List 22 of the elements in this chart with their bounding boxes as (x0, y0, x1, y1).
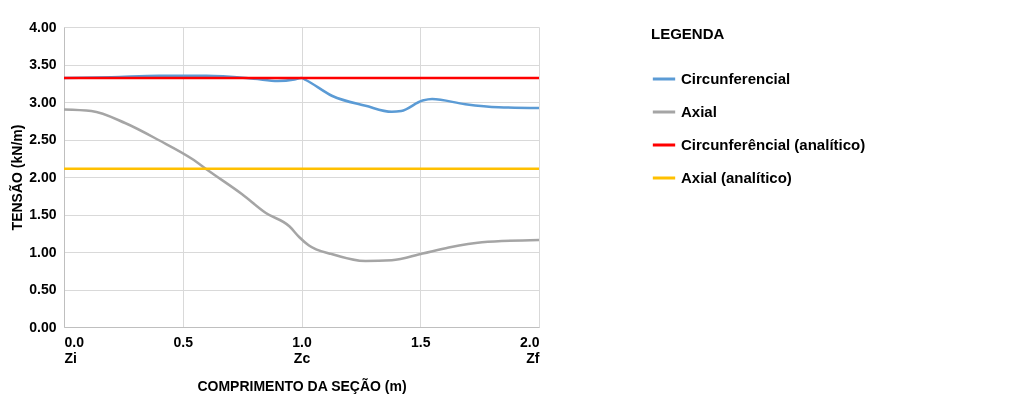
legend-label: Circunferêncial (analítico) (681, 136, 866, 153)
y-tick-label: 3.50 (29, 56, 57, 72)
x-tick-label: 0.5 (173, 333, 194, 350)
x-tick-label: 1.0 Zc (292, 333, 312, 366)
y-axis-title: TENSÃO (kN/m) (8, 124, 26, 231)
y-tick-label: 0.00 (29, 318, 57, 335)
legend-label: Axial (681, 103, 717, 120)
x-tick-label: 2.0 Zf (520, 333, 540, 366)
y-tick-label: 1.00 (29, 243, 57, 260)
legend-title: LEGENDA (651, 25, 725, 42)
x-tick-label: 1.5 (411, 333, 431, 350)
y-tick-label: 3.00 (29, 93, 57, 110)
y-tick-label: 0.50 (29, 281, 57, 297)
y-tick-label: 2.50 (29, 131, 57, 147)
y-tick-label: 1.50 (29, 206, 57, 222)
legend-label: Circunferencial (681, 70, 791, 87)
y-tick-label: 4.00 (29, 18, 57, 35)
x-tick-label: 0.0 Zi (64, 333, 85, 366)
y-tick-label: 2.00 (29, 168, 57, 185)
legend-label: Axial (analítico) (681, 169, 792, 186)
line-series (62, 108, 541, 263)
x-axis-title: COMPRIMENTO DA SEÇÃO (m) (197, 376, 407, 394)
